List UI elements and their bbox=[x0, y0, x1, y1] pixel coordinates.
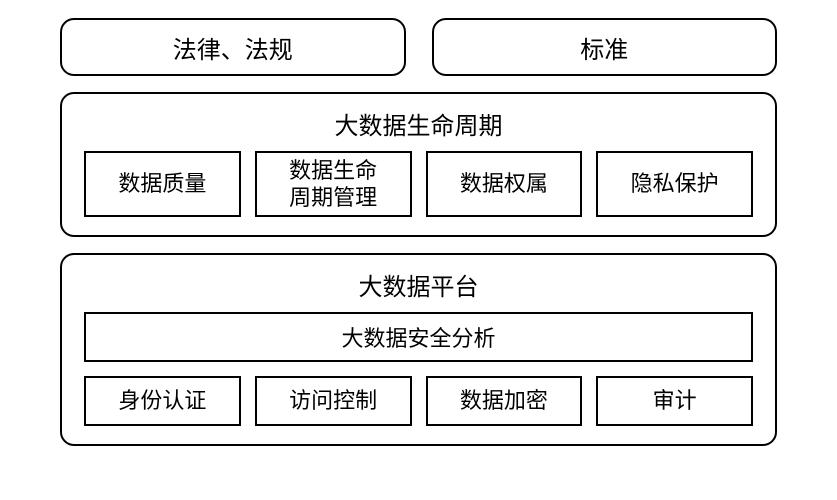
top-box-laws: 法律、法规 bbox=[60, 18, 406, 76]
top-box-label: 标准 bbox=[580, 30, 628, 65]
box-audit: 审计 bbox=[596, 376, 753, 426]
section-title: 大数据平台 bbox=[84, 267, 753, 302]
box-privacy: 隐私保护 bbox=[596, 151, 753, 217]
top-box-standards: 标准 bbox=[432, 18, 778, 76]
box-label: 审计 bbox=[653, 387, 697, 415]
top-row: 法律、法规 标准 bbox=[60, 18, 777, 76]
top-box-label: 法律、法规 bbox=[173, 30, 293, 65]
section-title: 大数据生命周期 bbox=[84, 106, 753, 141]
box-data-quality: 数据质量 bbox=[84, 151, 241, 217]
box-identity-auth: 身份认证 bbox=[84, 376, 241, 426]
lifecycle-row: 数据质量 数据生命 周期管理 数据权属 隐私保护 bbox=[84, 151, 753, 217]
section-platform: 大数据平台 大数据安全分析 身份认证 访问控制 数据加密 审计 bbox=[60, 253, 777, 446]
box-label: 数据权属 bbox=[460, 170, 548, 198]
box-access-control: 访问控制 bbox=[255, 376, 412, 426]
box-security-analysis: 大数据安全分析 bbox=[84, 312, 753, 362]
box-lifecycle-mgmt: 数据生命 周期管理 bbox=[255, 151, 412, 217]
box-label: 大数据安全分析 bbox=[341, 321, 495, 353]
box-label: 数据质量 bbox=[118, 170, 206, 198]
box-data-ownership: 数据权属 bbox=[426, 151, 583, 217]
section-lifecycle: 大数据生命周期 数据质量 数据生命 周期管理 数据权属 隐私保护 bbox=[60, 92, 777, 237]
box-data-encryption: 数据加密 bbox=[426, 376, 583, 426]
platform-row: 身份认证 访问控制 数据加密 审计 bbox=[84, 376, 753, 426]
box-label: 数据生命 周期管理 bbox=[289, 157, 377, 212]
box-label: 身份认证 bbox=[118, 387, 206, 415]
box-label: 隐私保护 bbox=[631, 170, 719, 198]
box-label: 访问控制 bbox=[289, 387, 377, 415]
box-label: 数据加密 bbox=[460, 387, 548, 415]
